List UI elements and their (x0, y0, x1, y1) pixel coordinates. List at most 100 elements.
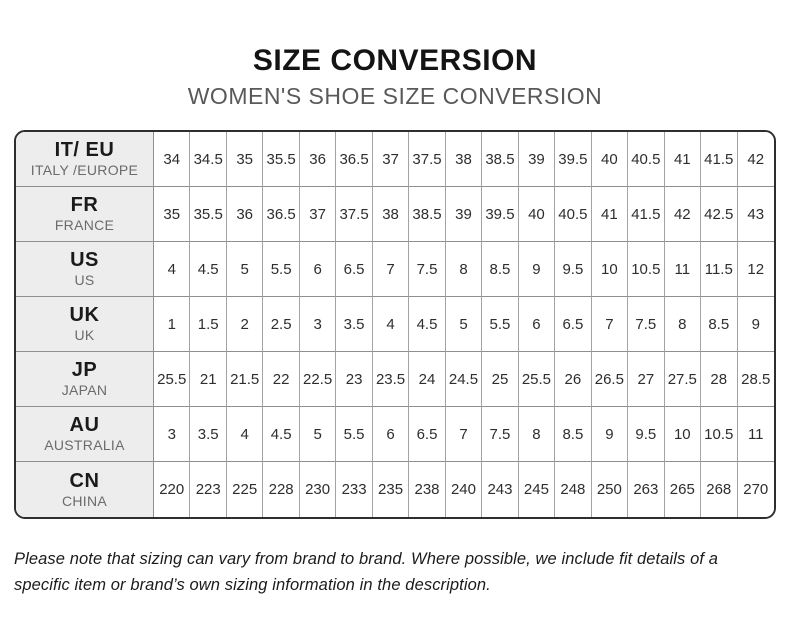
size-value-cell: 21 (190, 352, 227, 408)
size-value-cell: 22 (263, 352, 300, 408)
row-header-cell: CN CHINA (16, 462, 154, 518)
row-region-label: UK (74, 327, 95, 344)
page-title: SIZE CONVERSION (252, 44, 538, 77)
size-value-cell: 6 (372, 407, 410, 463)
size-value-cell: 2.5 (263, 297, 300, 353)
size-value-cell: 42.5 (701, 187, 738, 243)
size-value-cell: 3.5 (190, 407, 227, 463)
size-value-cell: 245 (518, 462, 556, 518)
row-header-cell: FR FRANCE (16, 187, 154, 243)
size-value-cell: 38 (445, 132, 483, 188)
size-value-cell: 10.5 (628, 242, 665, 298)
size-value-cell: 250 (591, 462, 629, 518)
size-value-cell: 7 (372, 242, 410, 298)
row-region-label: AUSTRALIA (44, 437, 125, 454)
size-value-cell: 34 (154, 132, 191, 188)
size-table-row: UK UK 1 1.5 2 2.5 3 3.5 4 4.5 5 5.5 6 6.5 7 7.5 8 8.5 9 (16, 297, 774, 353)
size-conversion-table-wrap: IT/ EU ITALY /EUROPE 34 34.5 35 35.5 36 36.5 37 3… (14, 130, 776, 520)
size-table-row: AU AUSTRALIA 3 3.5 4 4.5 5 5.5 6 6.5 7 7.5 8 8.5 9 9.5 1… (16, 407, 774, 463)
size-value-cell: 12 (737, 242, 774, 298)
size-value-cell: 3.5 (336, 297, 373, 353)
size-value-cell: 243 (482, 462, 519, 518)
row-region-label: FRANCE (54, 217, 115, 234)
size-value-cell: 5 (299, 407, 337, 463)
size-value-cell: 7 (591, 297, 629, 353)
size-table-row: FR FRANCE 35 35.5 36 36.5 37 37.5 38 38.5 39 39.5 40… (16, 187, 774, 243)
size-value-cell: 5.5 (336, 407, 373, 463)
size-value-cell: 225 (226, 462, 264, 518)
size-table-row: CN CHINA 220 223 225 228 230 233 235 238 240 243 245… (16, 462, 774, 518)
row-region-label: CHINA (61, 492, 108, 509)
row-code-label: CN (69, 469, 100, 492)
size-value-cell: 7.5 (482, 407, 519, 463)
size-value-cell: 37.5 (409, 132, 446, 188)
row-code-label: IT/ EU (54, 139, 115, 162)
size-value-cell: 40 (518, 187, 556, 243)
size-value-cell: 228 (263, 462, 300, 518)
size-value-cell: 240 (445, 462, 483, 518)
size-value-cell: 11 (664, 242, 702, 298)
size-value-cell: 6.5 (409, 407, 446, 463)
size-table-body: IT/ EU ITALY /EUROPE 34 34.5 35 35.5 36 36.5 37 3… (16, 132, 774, 518)
size-value-cell: 11.5 (701, 242, 738, 298)
row-header-cell: UK UK (16, 297, 154, 353)
size-value-cell: 11 (737, 407, 774, 463)
size-value-cell: 5 (445, 297, 483, 353)
row-code-label: UK (69, 304, 100, 327)
size-value-cell: 37.5 (336, 187, 373, 243)
size-value-cell: 39.5 (555, 132, 592, 188)
size-value-cell: 37 (372, 132, 410, 188)
size-value-cell: 25 (482, 352, 519, 408)
size-value-cell: 21.5 (226, 352, 264, 408)
size-value-cell: 8 (664, 297, 702, 353)
size-value-cell: 4.5 (190, 242, 227, 298)
row-header-cell: IT/ EU ITALY /EUROPE (16, 132, 154, 188)
size-value-cell: 39 (518, 132, 556, 188)
size-value-cell: 37 (299, 187, 337, 243)
size-value-cell: 7 (445, 407, 483, 463)
size-value-cell: 223 (190, 462, 227, 518)
row-code-label: FR (70, 194, 99, 217)
size-value-cell: 43 (737, 187, 774, 243)
size-value-cell: 8 (445, 242, 483, 298)
size-value-cell: 3 (154, 407, 191, 463)
size-value-cell: 26 (555, 352, 592, 408)
size-value-cell: 4 (226, 407, 264, 463)
size-value-cell: 9 (591, 407, 629, 463)
size-value-cell: 1 (154, 297, 191, 353)
size-value-cell: 26.5 (591, 352, 629, 408)
size-value-cell: 3 (299, 297, 337, 353)
size-value-cell: 10.5 (701, 407, 738, 463)
size-value-cell: 10 (664, 407, 702, 463)
size-value-cell: 25.5 (154, 352, 191, 408)
size-value-cell: 35.5 (263, 132, 300, 188)
size-value-cell: 22.5 (299, 352, 337, 408)
size-value-cell: 1.5 (190, 297, 227, 353)
size-value-cell: 9 (737, 297, 774, 353)
size-value-cell: 35.5 (190, 187, 227, 243)
size-value-cell: 38.5 (482, 132, 519, 188)
size-value-cell: 41.5 (628, 187, 665, 243)
size-value-cell: 41 (591, 187, 629, 243)
size-value-cell: 36.5 (263, 187, 300, 243)
size-value-cell: 5.5 (482, 297, 519, 353)
size-value-cell: 24 (409, 352, 446, 408)
row-code-label: AU (69, 414, 100, 437)
size-value-cell: 35 (226, 132, 264, 188)
row-region-label: US (74, 272, 95, 289)
size-value-cell: 28 (701, 352, 738, 408)
size-value-cell: 8.5 (701, 297, 738, 353)
size-value-cell: 233 (336, 462, 373, 518)
sizing-footnote: Please note that sizing can vary from br… (14, 550, 718, 594)
size-value-cell: 41.5 (701, 132, 738, 188)
size-conversion-table: IT/ EU ITALY /EUROPE 34 34.5 35 35.5 36 36.5 37 3… (16, 132, 774, 518)
size-value-cell: 9.5 (555, 242, 592, 298)
size-value-cell: 36 (299, 132, 337, 188)
size-value-cell: 34.5 (190, 132, 227, 188)
size-value-cell: 270 (737, 462, 774, 518)
size-value-cell: 24.5 (445, 352, 483, 408)
size-value-cell: 7.5 (409, 242, 446, 298)
size-table-row: US US 4 4.5 5 5.5 6 6.5 7 7.5 8 8.5 9 9.5 10 10.5 11 11.5… (16, 242, 774, 298)
size-value-cell: 23.5 (372, 352, 410, 408)
row-region-label: ITALY /EUROPE (30, 162, 139, 179)
